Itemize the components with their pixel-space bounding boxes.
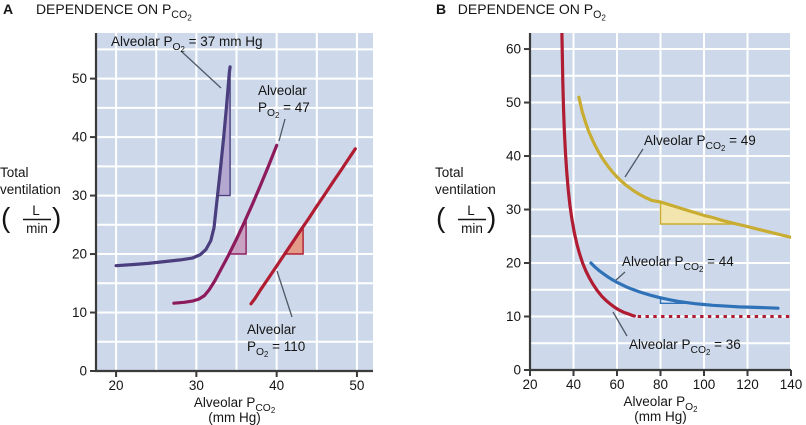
panel-title-B: B DEPENDENCE ON PO2 <box>436 1 606 22</box>
gridlines-A <box>96 33 373 371</box>
series-alveolar-pco2-36 <box>560 33 636 318</box>
axes-A <box>94 33 373 373</box>
label-pco2-49-text-0: Alveolar PCO2 = 49 <box>644 133 756 153</box>
ytick-A-40: 40 <box>72 130 87 145</box>
ytick-B-10: 10 <box>506 309 521 324</box>
ylabel-paren-left-A: ( <box>1 202 11 233</box>
ytick-B-30: 30 <box>506 202 521 217</box>
label-po2-110: Alveolar PO2 = 110 <box>247 270 305 359</box>
xtick-A-50: 50 <box>349 378 364 393</box>
xaxis-title-B: Alveolar PO2 <box>624 394 698 414</box>
xtick-A-40: 40 <box>269 378 284 393</box>
label-pco2-36: Alveolar PCO2 = 36 <box>612 311 741 357</box>
plot-area-A <box>96 33 373 371</box>
series-alveolar-po2-110 <box>249 147 357 306</box>
series-alveolar-pco2-49 <box>577 95 791 239</box>
ylabel-paren-left-B: ( <box>436 202 446 233</box>
xaxis-title-A: Alveolar PCO2 <box>194 395 275 415</box>
ylabel-paren-right-B: ) <box>487 202 496 233</box>
panel-A: 20 30 40 50 0 10 20 30 40 50 Alveolar PCO2(mm Hg) T… <box>0 1 373 425</box>
ytick-A-50: 50 <box>72 71 87 86</box>
label-pco2-44-text-0: Alveolar PCO2 = 44 <box>622 254 734 274</box>
ylabel-denominator-B: min <box>461 221 483 236</box>
label-po2-47-leader <box>278 118 286 142</box>
label-pco2-36-leader <box>612 311 628 337</box>
ylabel-line1-A: Total <box>0 165 29 180</box>
label-po2-37-text-0: Alveolar PO2 = 37 mm Hg <box>111 34 263 54</box>
ytick-B-20: 20 <box>506 256 521 271</box>
panel-title-A: A DEPENDENCE ON PCO2 <box>3 1 192 22</box>
xaxis-units-A: (mm Hg) <box>208 410 261 425</box>
series-alveolar-po2-47 <box>172 143 279 305</box>
label-pco2-49-leader <box>624 148 644 178</box>
xaxis-units-B: (mm Hg) <box>634 409 687 424</box>
ylabel-denominator-A: min <box>26 221 48 236</box>
ytick-A-20: 20 <box>72 247 87 262</box>
ylabel-paren-right-A: ) <box>52 202 61 233</box>
ylabel-numerator-A: L <box>32 203 40 218</box>
xtick-B-60: 60 <box>609 377 624 392</box>
ytick-A-10: 10 <box>72 305 87 320</box>
ylabel-line2-A: ventilation <box>0 182 61 197</box>
ytick-B-50: 50 <box>506 95 521 110</box>
ticks-B: 20 40 60 80 100 120 140 0 10 20 30 40 50 60 <box>506 42 802 392</box>
xtick-A-20: 20 <box>109 378 124 393</box>
xtick-B-40: 40 <box>566 377 581 392</box>
label-pco2-44-leader <box>615 271 626 281</box>
ticks-A: 20 30 40 50 0 10 20 30 40 50 <box>72 71 364 393</box>
label-pco2-44: Alveolar PCO2 = 44 <box>615 254 734 281</box>
label-po2-110-text-0: Alveolar <box>247 322 296 337</box>
ytick-A-30: 30 <box>72 188 87 203</box>
label-po2-110-leader <box>276 270 293 318</box>
ylabel-line1-B: Total <box>435 165 464 180</box>
series-alveolar-pco2-44 <box>589 261 780 310</box>
ytick-B-0: 0 <box>513 363 521 378</box>
xtick-B-100: 100 <box>693 377 716 392</box>
ylabel-line2-B: ventilation <box>435 182 496 197</box>
label-po2-37: Alveolar PO2 = 37 mm Hg <box>111 34 263 89</box>
xtick-B-80: 80 <box>653 377 668 392</box>
label-pco2-36-text-0: Alveolar PCO2 = 36 <box>629 337 741 357</box>
label-pco2-49: Alveolar PCO2 = 49 <box>624 133 756 178</box>
xtick-B-20: 20 <box>522 377 537 392</box>
ylabel-numerator-B: L <box>467 203 475 218</box>
xtick-A-30: 30 <box>189 378 204 393</box>
xtick-B-120: 120 <box>736 377 759 392</box>
label-po2-47: Alveolar PO2 = 47 <box>258 83 310 142</box>
ytick-B-60: 60 <box>506 42 521 57</box>
label-po2-47-text-1: PO2 = 47 <box>258 100 310 120</box>
ytick-A-0: 0 <box>79 364 87 379</box>
label-po2-37-leader <box>180 50 222 89</box>
series-alveolar-po2-37-mm-hg <box>114 65 232 268</box>
label-po2-47-text-0: Alveolar <box>258 83 307 98</box>
label-po2-110-text-1: PO2 = 110 <box>247 339 305 359</box>
ytick-B-40: 40 <box>506 149 521 164</box>
xtick-B-140: 140 <box>780 377 803 392</box>
